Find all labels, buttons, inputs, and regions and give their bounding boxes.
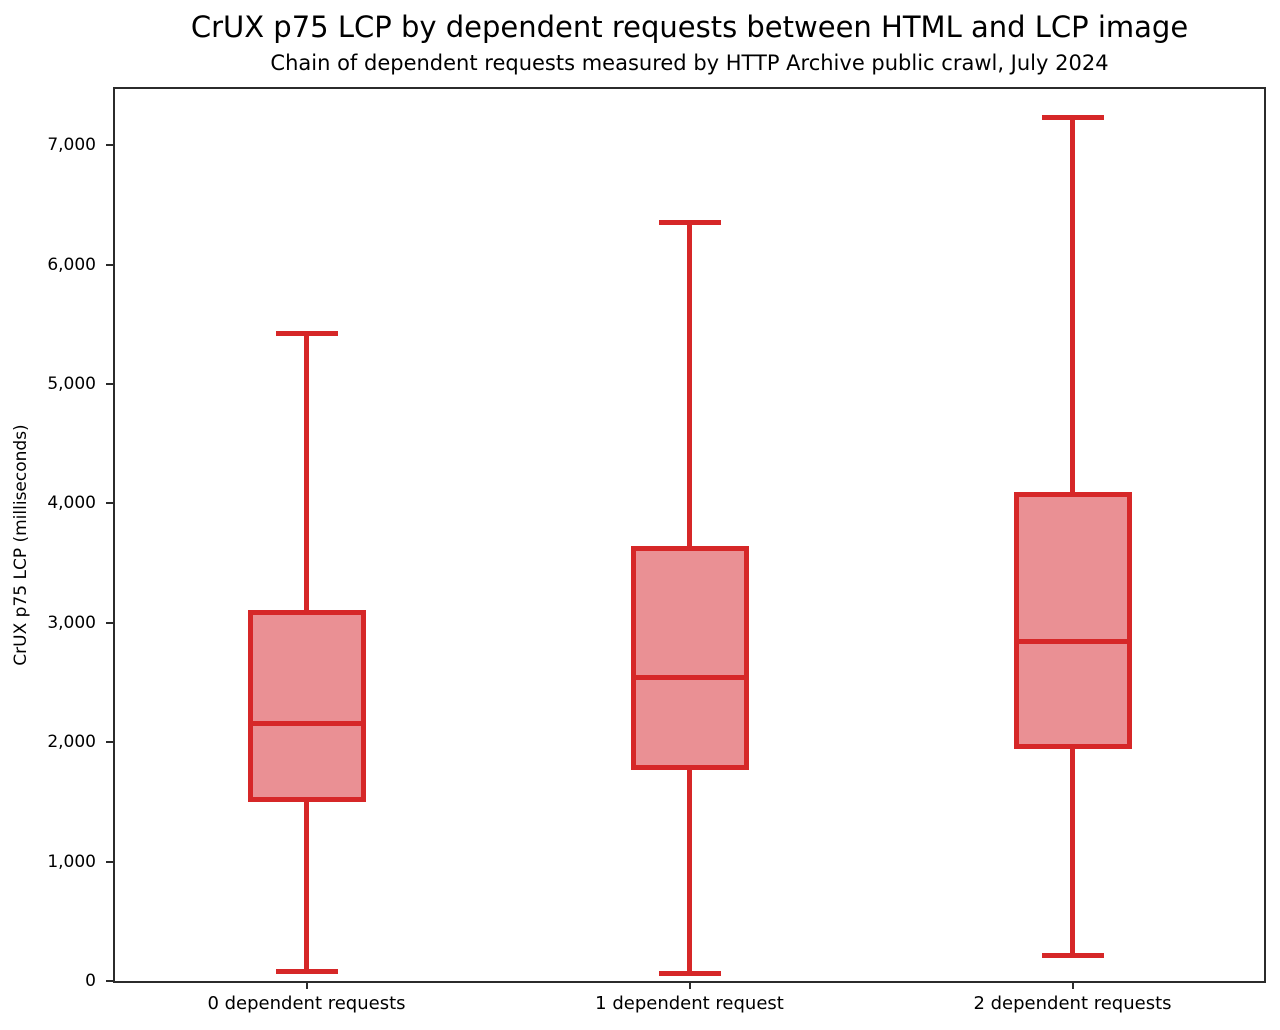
- box-cap-upper: [1041, 115, 1104, 121]
- y-tick-label: 2,000: [47, 732, 96, 753]
- box-cap-lower: [1041, 953, 1104, 959]
- box-rect: [630, 546, 749, 770]
- box-whisker-lower: [1070, 746, 1075, 956]
- box-rect: [247, 609, 366, 802]
- y-tick-label: 5,000: [47, 373, 96, 394]
- y-tick: [106, 144, 113, 147]
- box-cap-upper: [658, 220, 721, 226]
- box-median: [1017, 639, 1128, 645]
- box-whisker-lower: [687, 767, 692, 974]
- box-median: [251, 720, 362, 726]
- box-cap-lower: [658, 971, 721, 977]
- box-whisker-upper: [304, 333, 309, 612]
- y-tick-label: 6,000: [47, 254, 96, 275]
- x-tick-label: 2 dependent requests: [973, 993, 1172, 1014]
- plot-area: [113, 87, 1266, 983]
- y-tick: [106, 263, 113, 266]
- x-tick-label: 1 dependent request: [595, 993, 784, 1014]
- box-cap-upper: [275, 331, 338, 337]
- box-whisker-lower: [304, 799, 309, 972]
- chart-title: CrUX p75 LCP by dependent requests betwe…: [190, 10, 1189, 44]
- y-tick: [106, 860, 113, 863]
- y-tick: [106, 502, 113, 505]
- x-tick: [688, 981, 691, 989]
- y-tick-label: 4,000: [47, 493, 96, 514]
- y-tick-label: 3,000: [47, 612, 96, 633]
- y-tick: [106, 980, 113, 982]
- y-tick: [106, 621, 113, 624]
- y-tick-label: 7,000: [47, 135, 96, 156]
- box-whisker-upper: [687, 222, 692, 549]
- y-tick-label: 0: [85, 971, 96, 991]
- box-cap-lower: [275, 968, 338, 974]
- y-tick: [106, 382, 113, 385]
- x-tick-label: 0 dependent requests: [207, 993, 406, 1014]
- box-whisker-upper: [1070, 117, 1075, 495]
- box-median: [634, 675, 745, 681]
- chart-subtitle: Chain of dependent requests measured by …: [270, 51, 1109, 75]
- y-tick: [106, 741, 113, 744]
- x-tick: [305, 981, 308, 989]
- box-rect: [1013, 492, 1132, 750]
- y-tick-label: 1,000: [47, 851, 96, 872]
- x-tick: [1071, 981, 1074, 989]
